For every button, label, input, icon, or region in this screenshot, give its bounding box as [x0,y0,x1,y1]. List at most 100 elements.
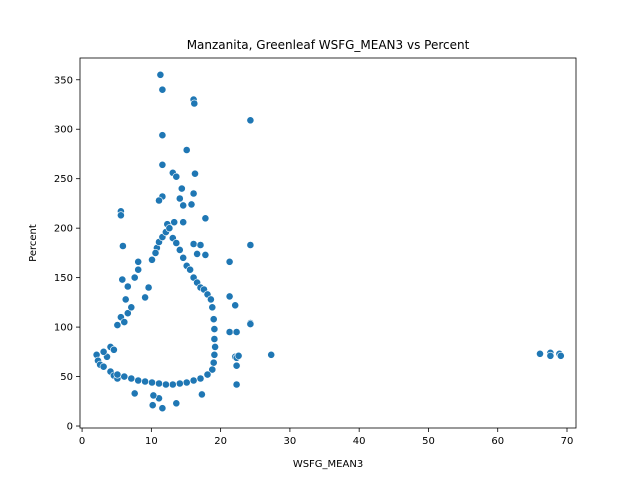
data-point [113,370,122,379]
data-point [196,241,205,249]
data-point [123,282,132,291]
x-tick-label: 70 [561,436,574,447]
data-point [191,169,199,178]
data-point [158,131,167,140]
data-point [175,379,184,388]
x-tick-label: 10 [145,436,158,447]
data-point [118,275,127,284]
data-point [156,70,165,79]
data-point [110,345,118,354]
data-point [117,211,125,220]
data-point [161,380,170,389]
y-tick-label: 200 [54,224,73,235]
x-tick-label: 20 [214,436,227,447]
data-point [206,295,215,304]
data-point [155,196,163,205]
data-point [189,189,198,198]
data-point [123,309,132,318]
data-point [232,361,241,370]
data-point [267,350,276,359]
chart-title: Manzanita, Greenleaf WSFG_MEAN3 vs Perce… [187,38,470,52]
data-point [141,293,149,302]
data-point [232,380,241,389]
x-tick-label: 0 [79,436,85,447]
data-point [193,249,201,258]
plot-frame [79,57,577,429]
y-tick-label: 150 [54,273,73,284]
data-point [179,253,188,262]
data-point [148,255,156,264]
data-point [121,295,130,304]
data-point [203,370,212,379]
ticks-layer: 0 10 20 30 40 50 60 70 0 50 100 150 200 250 300 350 [54,75,573,447]
y-axis-label: Percent [28,224,39,262]
data-point [127,303,136,312]
data-point [182,146,191,154]
data-point [536,349,544,358]
data-point [197,390,206,399]
x-tick-label: 60 [491,436,504,447]
data-point [190,99,199,108]
data-point [134,265,143,274]
data-point [149,391,158,400]
data-point [210,350,219,359]
data-point [151,248,160,257]
data-point [186,265,194,274]
data-point [130,389,139,398]
data-point [189,376,198,385]
data-point [210,325,219,333]
data-point [209,358,218,367]
data-point [556,351,565,360]
data-point [246,320,255,328]
data-point [141,377,149,386]
data-point [148,401,157,410]
x-axis-label: WSFG_MEAN3 [293,459,363,470]
y-tick-label: 50 [60,372,73,383]
data-point [182,378,191,387]
data-point [201,214,210,223]
data-point [208,365,217,374]
data-point [246,116,255,125]
data-point [168,380,177,389]
data-point [231,301,240,310]
data-point [210,335,219,343]
data-point [225,292,234,301]
data-point [201,250,210,259]
data-point [165,224,174,233]
data-point [175,245,184,254]
y-tick-label: 0 [67,422,73,433]
x-tick-label: 40 [353,436,366,447]
y-tick-label: 350 [54,75,73,86]
data-point [179,201,188,210]
data-point [119,242,127,250]
data-point [232,328,241,336]
data-point [120,318,129,326]
data-point [158,160,167,169]
data-point [113,321,122,329]
data-point [134,257,143,266]
data-point [158,85,167,94]
data-point [172,399,181,408]
data-point [134,376,143,385]
data-point [187,200,196,209]
data-point [177,184,186,193]
data-point [99,347,108,356]
data-point [144,283,153,292]
data-point [179,218,188,227]
y-tick-label: 250 [54,174,73,185]
x-tick-label: 50 [422,436,435,447]
data-point [196,374,205,383]
data-point [172,172,181,181]
data-point [246,241,255,249]
data-point [172,239,181,247]
data-point [225,328,234,336]
data-point [211,342,219,351]
y-tick-label: 100 [54,323,73,334]
data-point [189,240,198,248]
data-point [120,372,129,381]
data-point [234,351,243,360]
data-point [546,351,555,360]
x-tick-label: 30 [284,436,297,447]
data-point [148,378,156,387]
